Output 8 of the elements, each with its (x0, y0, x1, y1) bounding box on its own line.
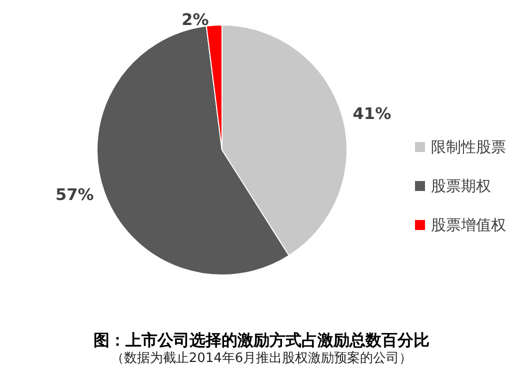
text: 图：上市公司选择的激励方式占激励总数百分比 (94, 330, 430, 350)
legend-label: 股票期权 (431, 177, 491, 195)
data-label: 2% (182, 10, 209, 29)
text: （数据为截止2014年6月推出股权激励预案的公司） (110, 350, 412, 366)
legend-label: 股票增值权 (431, 216, 506, 234)
legend-label: 限制性股票 (431, 138, 506, 156)
data-label: 57% (55, 184, 94, 204)
data-label: 41% (352, 104, 392, 123)
